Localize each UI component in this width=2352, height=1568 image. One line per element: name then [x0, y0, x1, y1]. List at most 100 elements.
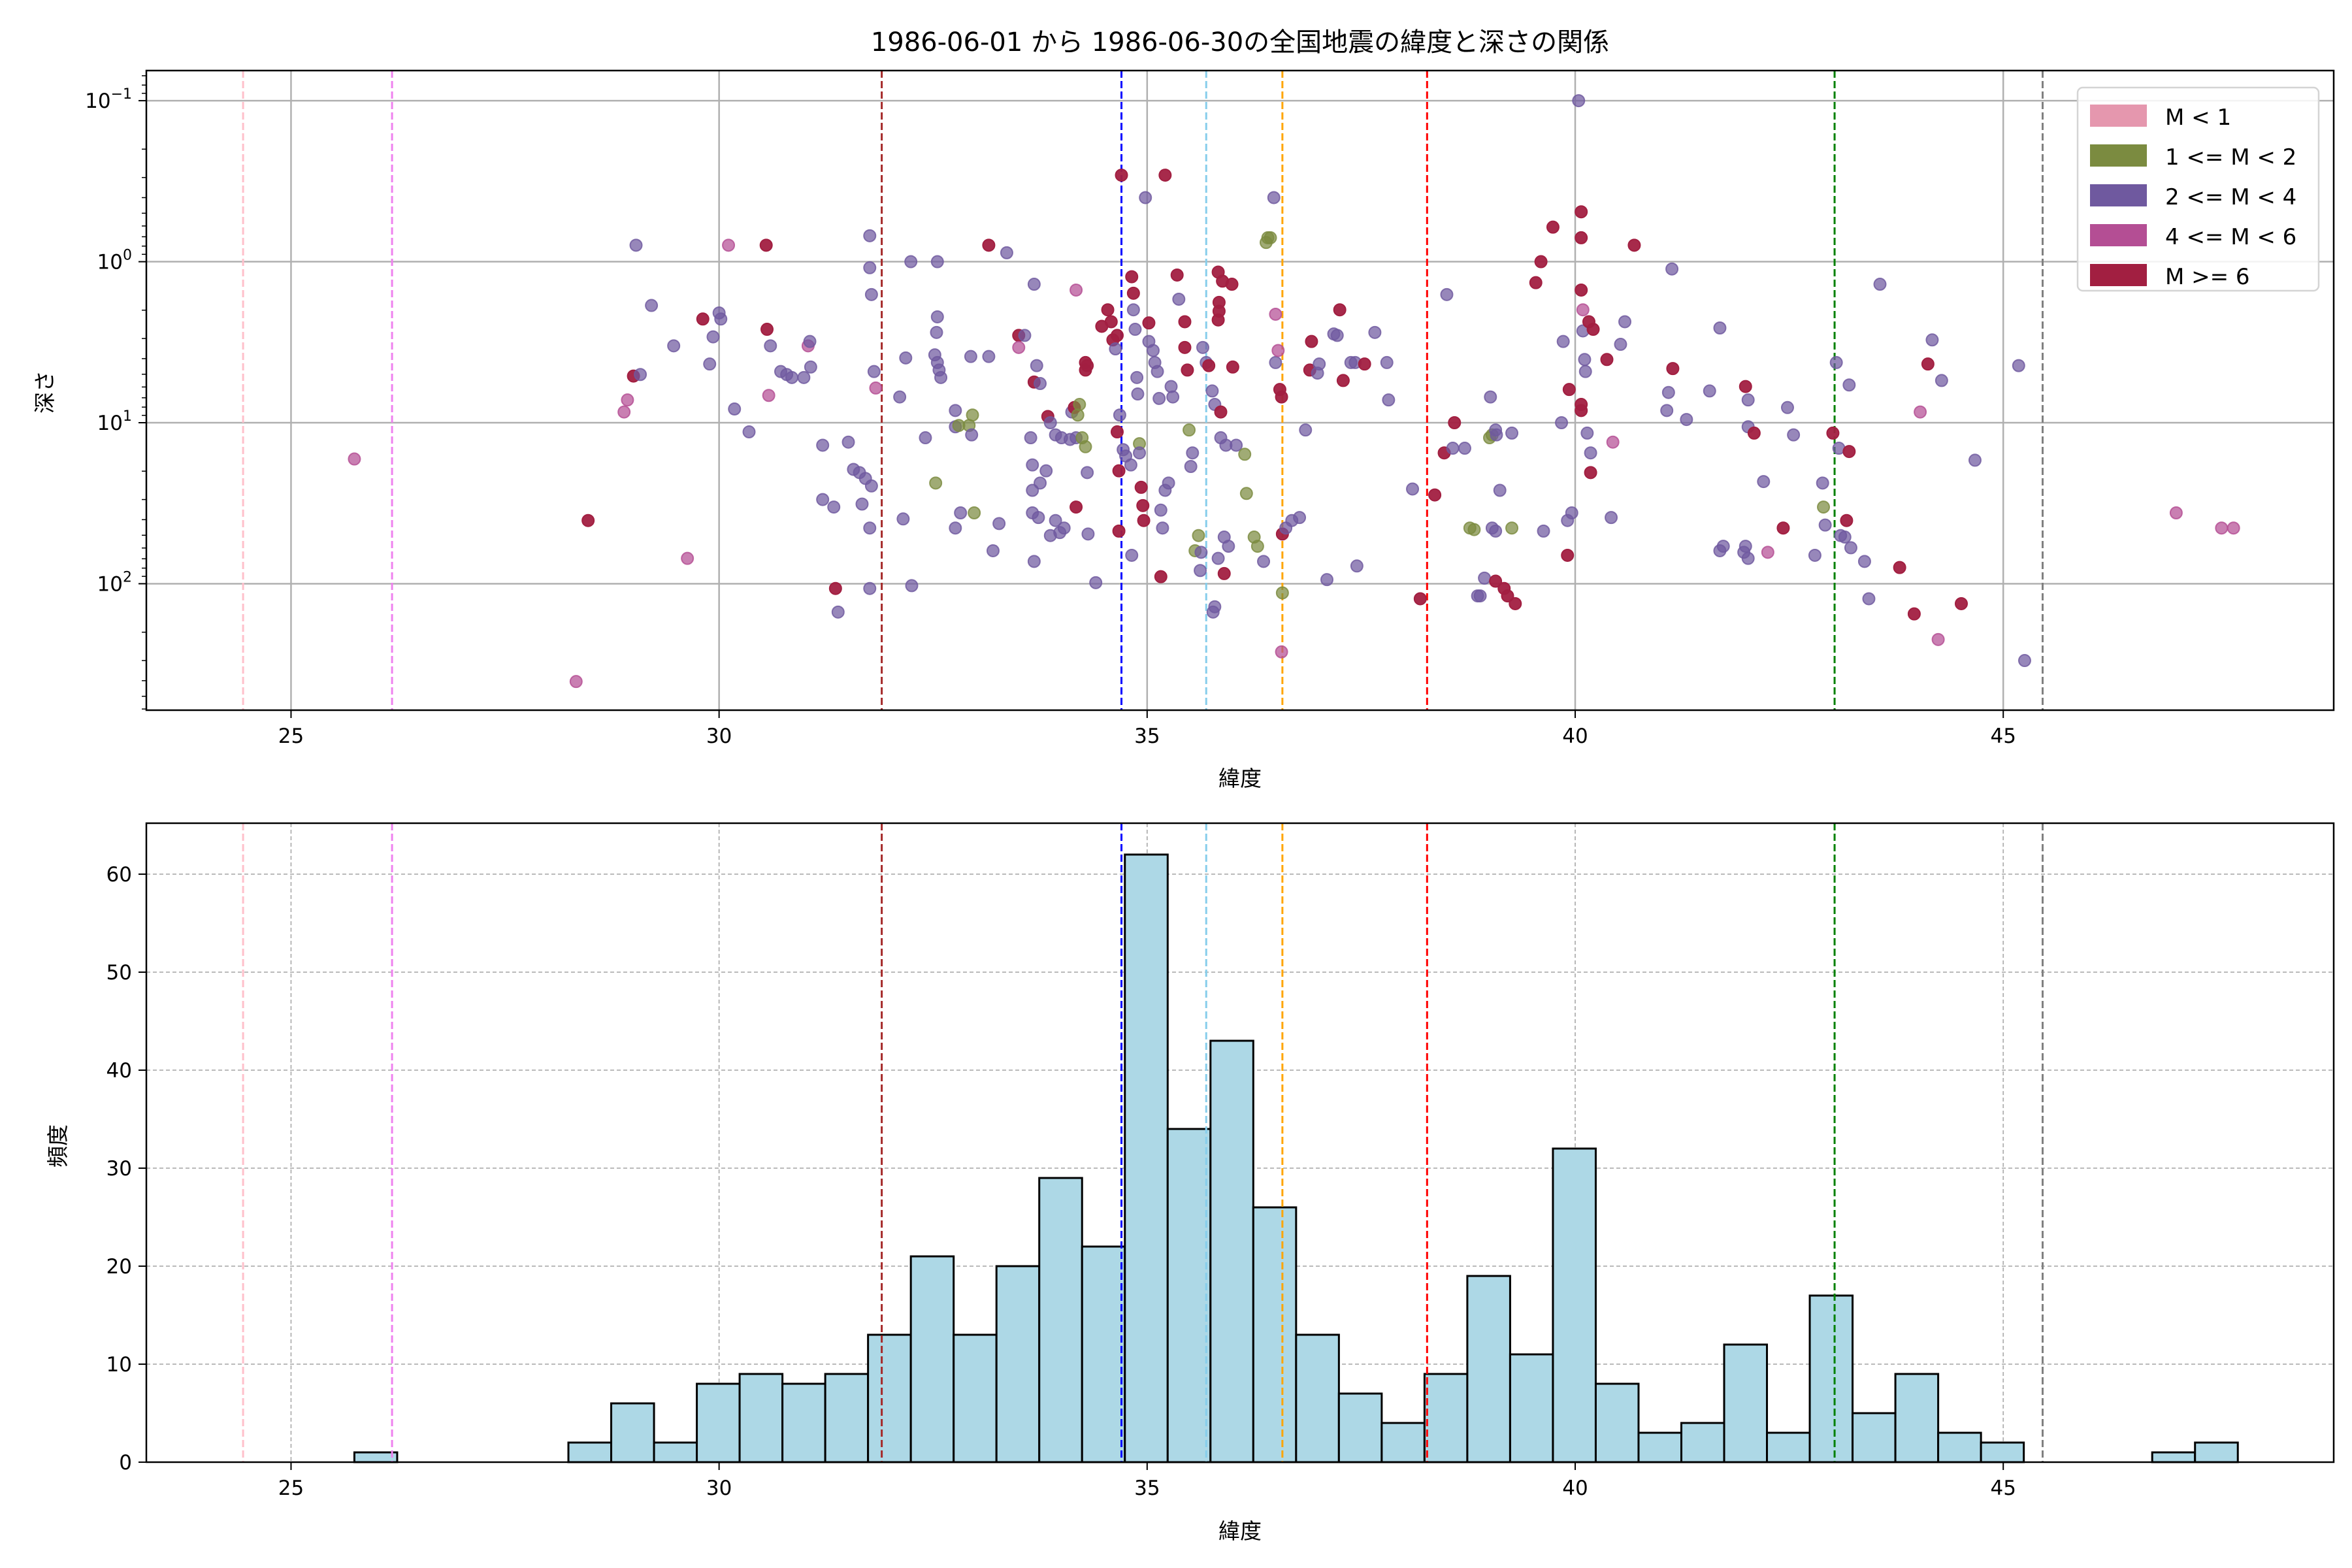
scatter-point: [949, 404, 962, 417]
scatter-point: [1222, 540, 1235, 553]
legend-swatch: [2090, 264, 2147, 286]
scatter-y-tick-label: 101: [97, 408, 132, 435]
scatter-point: [1484, 390, 1497, 404]
histogram-bar: [610, 1402, 655, 1463]
histogram-bar: [909, 1255, 955, 1463]
scatter-point: [1817, 500, 1831, 514]
scatter-point: [759, 238, 773, 252]
scatter-point: [696, 312, 710, 326]
scatter-point: [1333, 303, 1347, 317]
scatter-point: [1112, 464, 1126, 478]
scatter-point: [1505, 521, 1519, 535]
scatter-point: [1024, 431, 1037, 445]
histogram-bar: [1852, 1412, 1897, 1463]
histogram-x-axis-title: 緯度: [1218, 1518, 1262, 1544]
scatter-point: [1665, 262, 1679, 276]
scatter-point: [949, 521, 962, 535]
scatter-point: [1275, 390, 1288, 404]
scatter-point: [863, 261, 877, 274]
legend-swatch: [2090, 184, 2147, 206]
scatter-point: [348, 452, 361, 466]
scatter-point: [1458, 442, 1471, 455]
scatter-point: [1110, 329, 1124, 342]
legend-label: M >= 6: [2165, 264, 2250, 290]
histogram-y-tick-label: 20: [106, 1255, 132, 1279]
histogram-y-tick-label: 40: [106, 1059, 132, 1083]
scatter-point: [864, 287, 878, 301]
scatter-point: [1893, 561, 1906, 574]
histogram-bar: [995, 1265, 1041, 1463]
scatter-point: [2169, 506, 2183, 519]
histogram-bar: [653, 1441, 698, 1463]
scatter-point: [1336, 374, 1350, 387]
scatter-point: [1787, 428, 1801, 442]
scatter-point: [1081, 359, 1094, 372]
scatter-point: [1081, 466, 1094, 480]
scatter-point: [1808, 548, 1821, 562]
scatter-point: [1406, 482, 1420, 496]
scatter-point: [1330, 329, 1344, 342]
scatter-point: [1575, 404, 1588, 417]
scatter-point: [1600, 353, 1614, 367]
scatter-point: [1428, 488, 1442, 502]
histogram-axes-frame: [145, 822, 2335, 1463]
scatter-point: [803, 335, 817, 348]
scatter-point: [1358, 357, 1371, 371]
scatter-point: [1027, 278, 1041, 291]
scatter-point: [930, 255, 944, 269]
scatter-point: [621, 393, 634, 407]
scatter-point: [1493, 483, 1507, 497]
scatter-point: [816, 438, 830, 452]
histogram-bar: [1808, 1294, 1854, 1463]
scatter-point: [1757, 475, 1771, 489]
scatter-y-tick-exponent: 0: [123, 248, 132, 264]
scatter-point: [863, 521, 877, 535]
scatter-point: [706, 330, 720, 344]
scatter-point: [1666, 362, 1680, 376]
scatter-point: [1546, 220, 1560, 234]
histogram-bar: [353, 1451, 399, 1463]
histogram-x-tick-label: 40: [1562, 1477, 1588, 1500]
scatter-point: [1267, 191, 1281, 204]
scatter-point: [1741, 393, 1755, 407]
scatter-grid: [146, 71, 2334, 710]
scatter-point: [1275, 645, 1288, 659]
scatter-point: [1816, 476, 1829, 490]
histogram-bar: [867, 1333, 912, 1463]
scatter-point: [1081, 527, 1095, 541]
scatter-point: [1586, 323, 1600, 336]
scatter-point: [1126, 286, 1140, 300]
scatter-point: [1501, 589, 1514, 603]
scatter-point: [1606, 435, 1620, 449]
histogram-y-axis-title: 頻度: [45, 1124, 71, 1168]
scatter-point: [1110, 425, 1124, 439]
scatter-point: [1271, 344, 1285, 357]
scatter-point: [2012, 359, 2025, 372]
scatter-point: [1368, 325, 1382, 339]
scatter-point: [954, 506, 968, 519]
scatter-point: [1862, 592, 1876, 606]
legend-swatch: [2090, 224, 2147, 246]
scatter-point: [841, 435, 855, 449]
histogram-bar: [1723, 1343, 1769, 1463]
scatter-point: [1162, 476, 1175, 490]
scatter-point: [1921, 357, 1935, 371]
scatter-point: [896, 512, 910, 526]
histogram-bars: [353, 853, 2239, 1463]
histogram-x-tick-label: 25: [278, 1477, 304, 1500]
scatter-point: [1079, 440, 1092, 453]
scatter-point: [1578, 365, 1592, 378]
histogram-bar: [1980, 1441, 2025, 1463]
scatter-point: [919, 431, 932, 445]
scatter-point: [1018, 329, 1032, 342]
scatter-point: [1627, 238, 1641, 252]
histogram-bar: [1380, 1422, 1426, 1463]
scatter-point: [1126, 303, 1140, 317]
scatter-point: [645, 299, 659, 312]
scatter-point: [1128, 323, 1142, 336]
legend-label: 2 <= M < 4: [2165, 184, 2296, 210]
scatter-point: [930, 310, 944, 323]
scatter-point: [1194, 564, 1207, 578]
scatter-point: [1313, 357, 1326, 371]
scatter-point: [1561, 548, 1575, 562]
